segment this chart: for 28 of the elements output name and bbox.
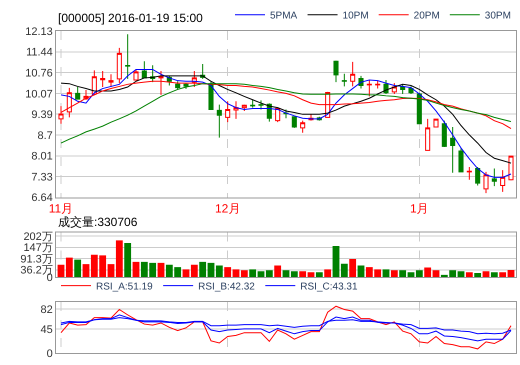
legend-label: RSI_C:43.31 xyxy=(300,282,358,293)
y-tick-label: 8.01 xyxy=(31,150,53,163)
y-tick-label: 11.44 xyxy=(26,46,53,59)
y-tick-label: 147万 xyxy=(23,242,53,254)
y-tick-label: 0 xyxy=(46,272,53,284)
y-tick-label: 10.76 xyxy=(25,67,53,80)
y-tick-label: 202万 xyxy=(23,231,53,244)
x-tick-label: 12月 xyxy=(214,202,240,216)
x-tick-label: 11月 xyxy=(48,202,74,216)
y-tick-label: 8.7 xyxy=(38,130,53,142)
y-tick-label: 91.3万 xyxy=(20,254,53,266)
y-tick-label: 82 xyxy=(40,304,53,316)
legend-label: RSI_A:51.19 xyxy=(96,282,154,293)
legend-label: 20PM xyxy=(414,10,440,22)
y-tick-label: 7.33 xyxy=(31,171,53,184)
y-tick-label: 10.07 xyxy=(25,88,53,100)
legend-label: 5PMA xyxy=(270,10,298,22)
y-tick-label: 0 xyxy=(46,348,53,360)
text: 成交量:330706 xyxy=(58,215,138,229)
legend-label: 30PM xyxy=(484,10,511,22)
y-tick-label: 12.13 xyxy=(25,26,53,38)
chart-title: [000005] 2016-01-19 15:00 xyxy=(58,11,204,25)
legend-label: 10PM xyxy=(342,10,369,22)
x-tick-label: 1月 xyxy=(410,202,429,216)
y-tick-label: 9.39 xyxy=(31,108,53,121)
y-tick-label: 6.64 xyxy=(31,192,53,204)
legend-label: RSI_B:42.32 xyxy=(198,282,256,293)
y-tick-label: 45 xyxy=(40,324,53,336)
